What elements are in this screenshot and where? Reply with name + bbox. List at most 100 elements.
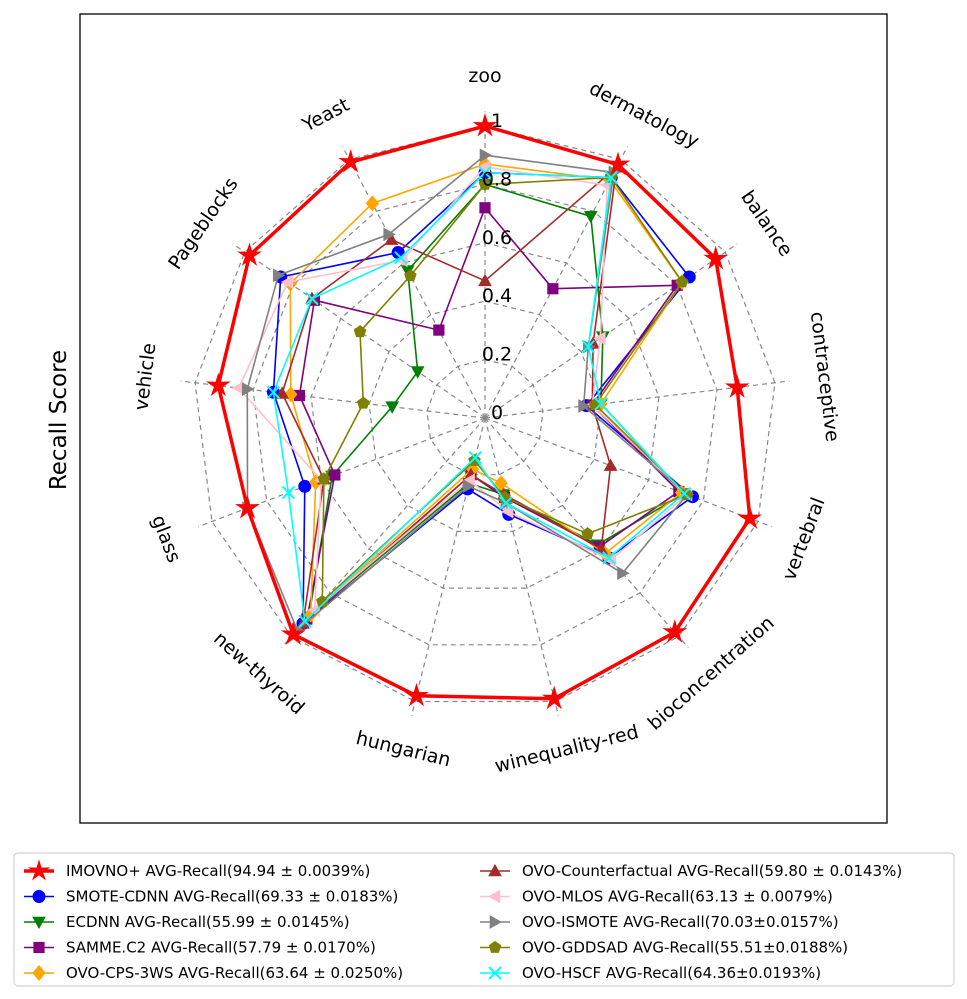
category-label: vertebral [778, 494, 829, 583]
data-point [298, 479, 312, 493]
legend-label: OVO-ISMOTE AVG-Recall(70.03±0.0157%) [522, 913, 839, 931]
data-point [365, 195, 380, 212]
data-point [581, 339, 596, 354]
data-point [32, 965, 46, 981]
series-line [272, 171, 694, 625]
data-point [317, 472, 331, 485]
data-point [205, 372, 231, 397]
data-point [605, 151, 631, 176]
data-point [280, 621, 306, 645]
data-point [27, 859, 51, 881]
legend-item: OVO-ISMOTE AVG-Recall(70.03±0.0157%) [480, 913, 839, 931]
legend-item: IMOVNO+ AVG-Recall(94.94 ± 0.0039%) [24, 859, 370, 881]
grid-ring [368, 300, 602, 533]
data-point [603, 458, 618, 471]
radial-tick-label: 1 [491, 110, 503, 132]
grid-spoke [341, 146, 486, 419]
legend-item: OVO-MLOS AVG-Recall(63.13 ± 0.0079%) [480, 888, 833, 906]
grid-spoke [484, 146, 629, 419]
legend-label: OVO-Counterfactual AVG-Recall(59.80 ± 0.… [522, 862, 902, 880]
series-3 [293, 202, 685, 625]
category-label: hungarian [354, 727, 453, 771]
series-line [307, 183, 686, 618]
data-point [237, 242, 262, 266]
series-line [237, 166, 688, 612]
grid-spoke [180, 380, 486, 419]
data-point [617, 566, 630, 581]
legend-box [13, 852, 955, 987]
data-point [305, 291, 319, 306]
category-label: winequality-red [493, 721, 641, 777]
data-point [593, 331, 606, 346]
radial-tick-label: 0 [491, 402, 503, 424]
data-point [677, 486, 692, 501]
data-point [383, 227, 396, 242]
series-9 [266, 166, 692, 628]
legend-label: IMOVNO+ AVG-Recall(94.94 ± 0.0039%) [66, 862, 370, 880]
radar-series [205, 113, 763, 710]
legend-item: SAMME.C2 AVG-Recall(57.79 ± 0.0170%) [24, 939, 376, 957]
data-point [478, 166, 492, 180]
data-point [468, 453, 481, 466]
category-label: new-thyroid [209, 628, 308, 720]
grid-spoke [484, 243, 738, 419]
data-point [489, 915, 503, 929]
data-point [338, 149, 364, 173]
data-point [281, 485, 296, 500]
data-point [488, 863, 502, 877]
data-point [675, 275, 689, 288]
legend-label: ECDNN AVG-Recall(55.99 ± 0.0145%) [66, 913, 350, 931]
series-line [246, 154, 688, 631]
data-point [394, 250, 408, 265]
radial-tick-label: 0.2 [482, 344, 512, 366]
radial-tick-label: 0.6 [482, 227, 512, 249]
data-point [478, 273, 492, 287]
data-point [479, 202, 491, 214]
data-point [703, 245, 729, 270]
legend-label: SMOTE-CDNN AVG-Recall(69.33 ± 0.0183%) [66, 888, 398, 906]
data-point [298, 614, 312, 628]
grid-ring [310, 242, 660, 589]
legend-label: OVO-HSCF AVG-Recall(64.36±0.0193%) [522, 964, 821, 982]
data-point [468, 450, 482, 465]
radial-tick-label: 0.8 [482, 168, 512, 190]
series-5 [275, 160, 624, 629]
radial-ticks: 0 0.2 0.4 0.6 0.8 1 [482, 110, 512, 424]
category-label: Pageblocks [164, 174, 242, 274]
data-point [724, 374, 750, 398]
legend-label: SAMME.C2 AVG-Recall(57.79 ± 0.0170%) [66, 939, 376, 957]
legend-item: SMOTE-CDNN AVG-Recall(69.33 ± 0.0183%) [24, 888, 398, 906]
data-point [547, 283, 559, 295]
category-label: contraceptive [806, 310, 844, 443]
category-label: bioconcentration [644, 612, 779, 735]
legend: IMOVNO+ AVG-Recall(94.94 ± 0.0039%) SMOTE… [24, 859, 902, 982]
series-line [298, 207, 680, 620]
series-0 [205, 113, 763, 710]
data-point [488, 940, 502, 953]
data-point [273, 268, 286, 283]
data-point [280, 275, 294, 289]
data-point [404, 269, 417, 282]
plot-frame [79, 13, 888, 824]
data-point [594, 397, 608, 411]
legend-item: OVO-HSCF AVG-Recall(64.36±0.0193%) [480, 964, 821, 982]
legend-label: OVO-GDDSAD AVG-Recall(55.51±0.0188%) [522, 939, 848, 957]
data-point [499, 496, 513, 510]
data-point [583, 211, 598, 224]
data-point [384, 232, 399, 245]
data-point [472, 113, 498, 137]
data-point [32, 916, 46, 930]
data-point [541, 685, 567, 710]
grid-spoke [411, 417, 486, 716]
data-point [487, 889, 501, 904]
legend-item: OVO-GDDSAD AVG-Recall(55.51±0.0188%) [480, 939, 848, 957]
data-point [462, 479, 476, 493]
data-point [488, 966, 502, 980]
data-point [410, 366, 425, 379]
data-point [581, 527, 594, 540]
data-point [356, 396, 370, 409]
data-point [494, 475, 508, 492]
data-point [242, 382, 255, 396]
series-line [272, 171, 686, 623]
data-point [329, 469, 341, 481]
